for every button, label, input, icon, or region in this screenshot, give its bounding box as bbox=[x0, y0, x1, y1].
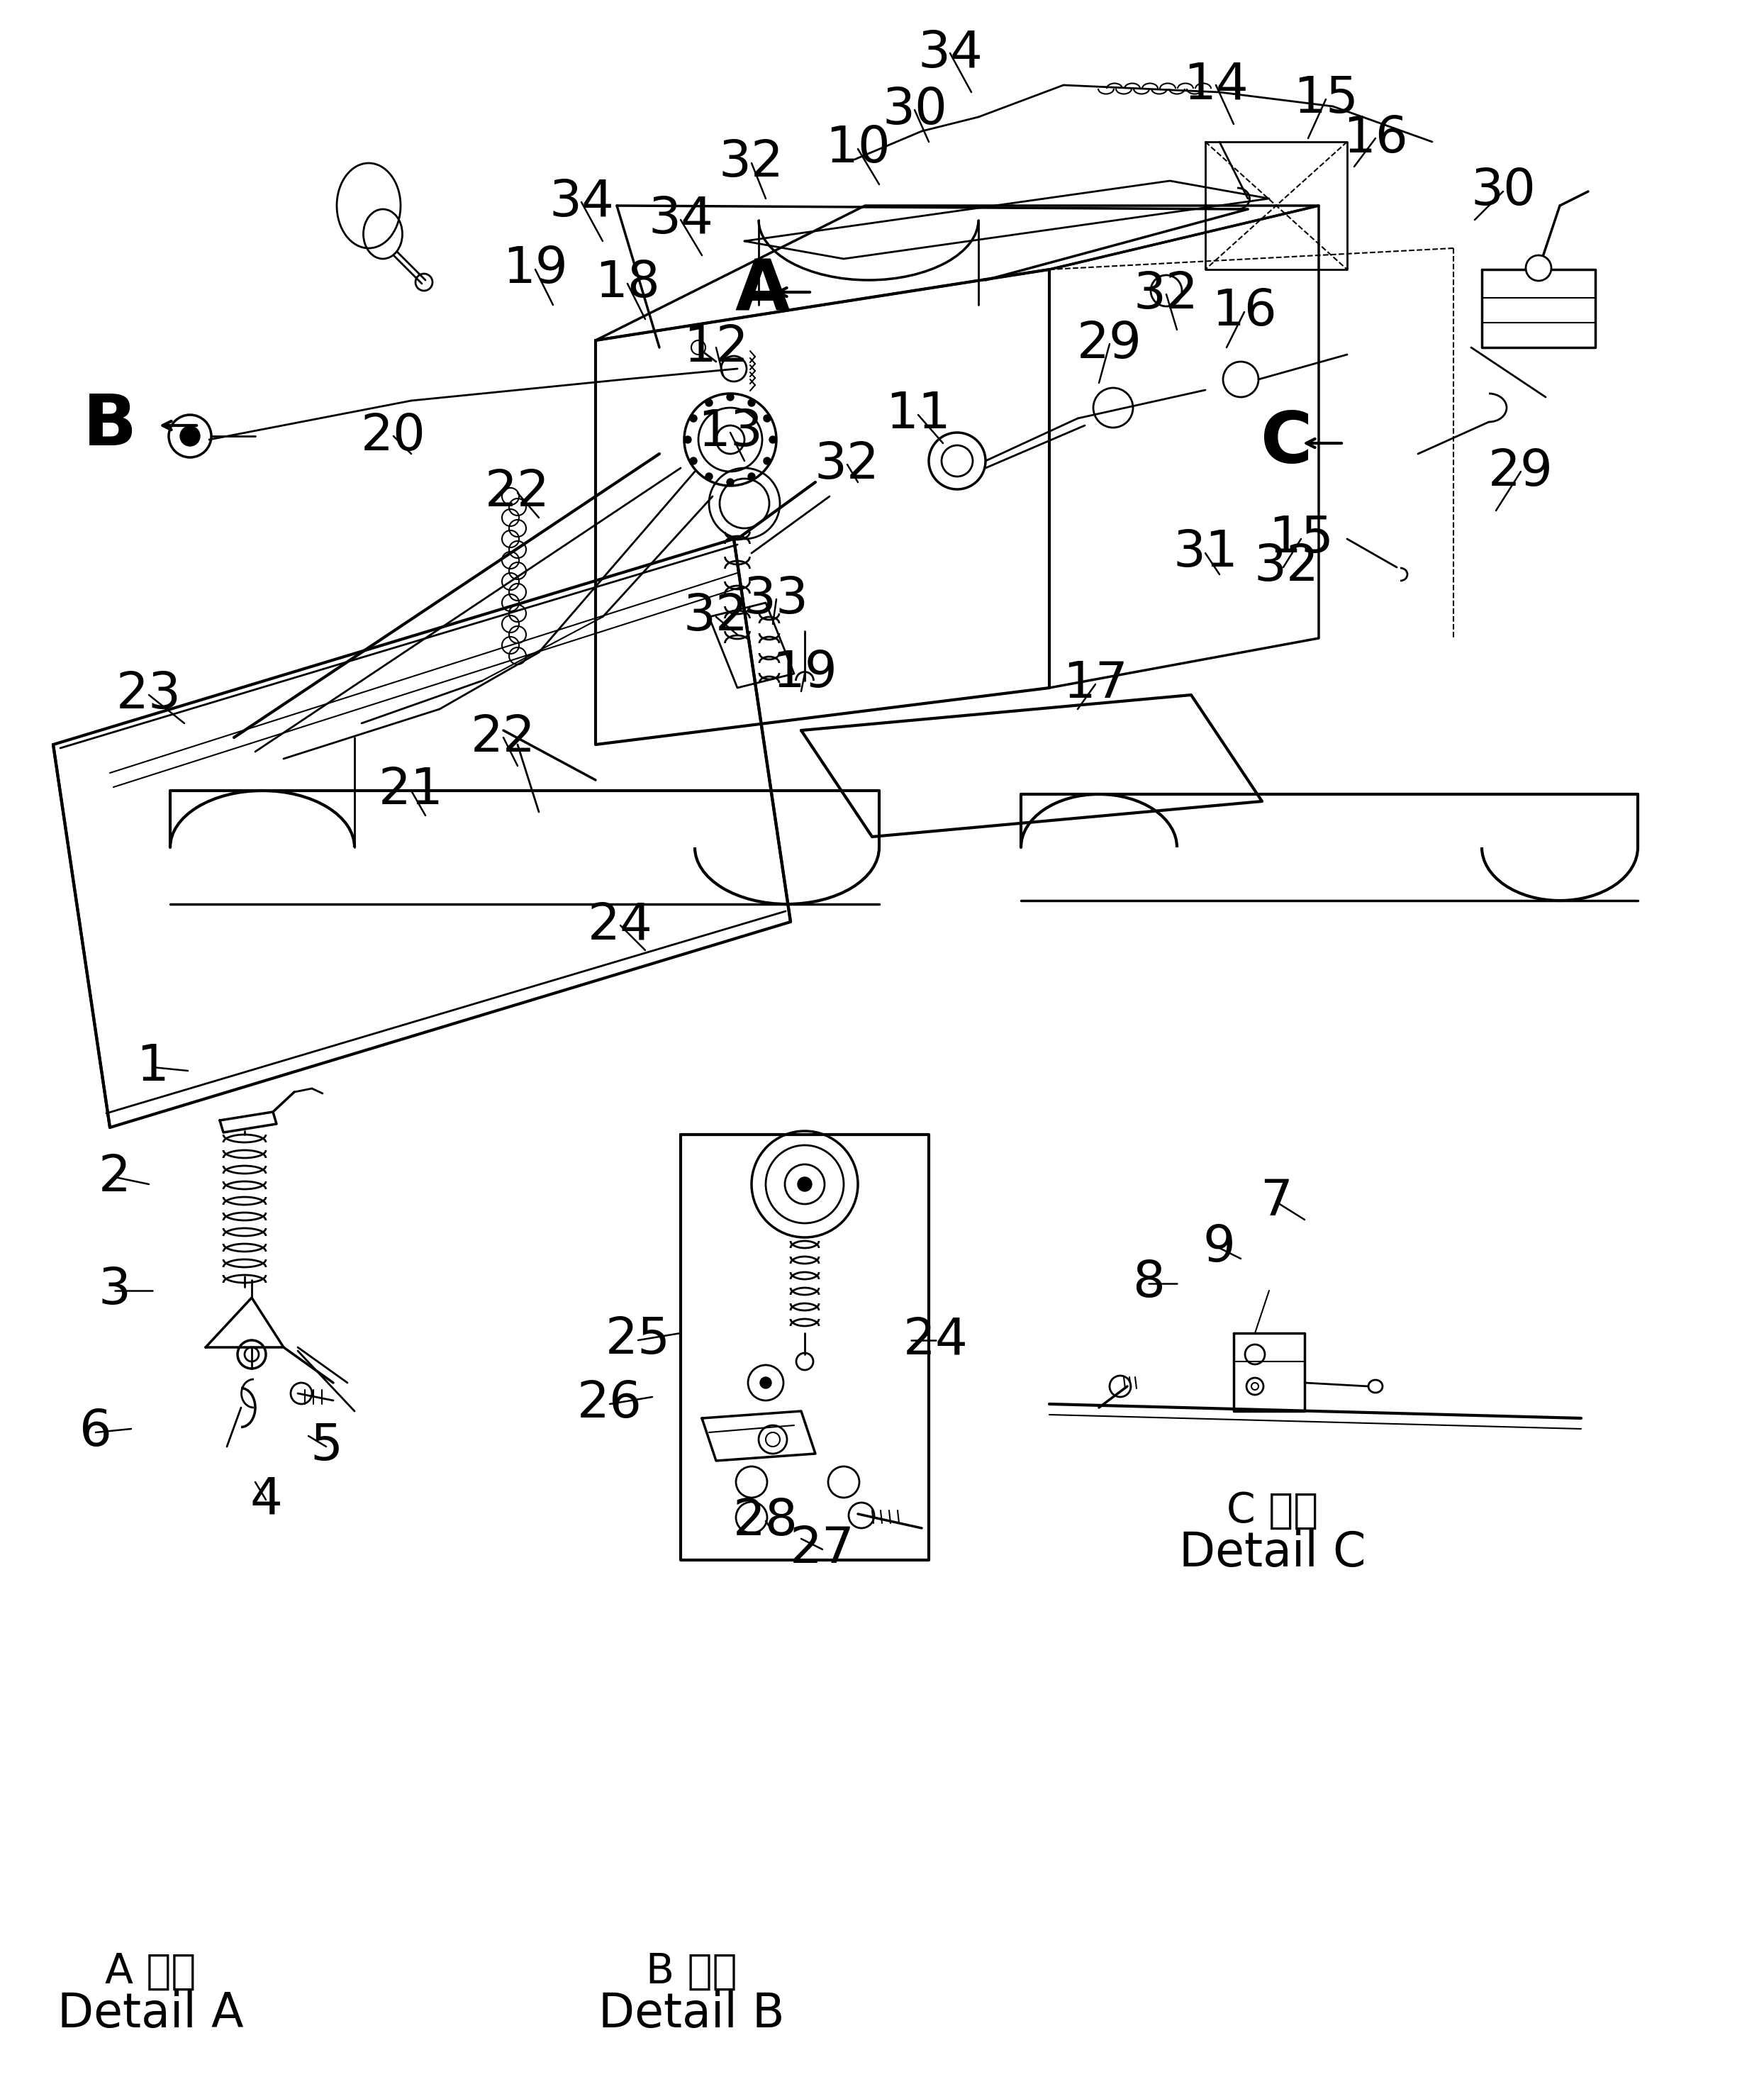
Circle shape bbox=[764, 415, 771, 421]
Circle shape bbox=[769, 436, 776, 444]
Text: 22: 22 bbox=[485, 469, 550, 517]
Text: C: C bbox=[1261, 408, 1312, 477]
Text: 5: 5 bbox=[310, 1422, 342, 1472]
Text: A: A bbox=[736, 255, 790, 325]
Text: 13: 13 bbox=[699, 408, 762, 456]
Circle shape bbox=[797, 1177, 811, 1191]
Text: 4: 4 bbox=[250, 1476, 282, 1524]
Text: 20: 20 bbox=[362, 413, 427, 461]
Text: A 詳細: A 詳細 bbox=[104, 1952, 196, 1991]
Text: 9: 9 bbox=[1203, 1223, 1237, 1273]
Text: 30: 30 bbox=[882, 86, 947, 134]
Text: 32: 32 bbox=[720, 138, 785, 188]
Text: Detail C: Detail C bbox=[1180, 1529, 1365, 1577]
Text: B: B bbox=[83, 392, 138, 461]
Text: 15: 15 bbox=[1268, 515, 1334, 563]
Circle shape bbox=[760, 1378, 771, 1388]
Text: 6: 6 bbox=[79, 1407, 111, 1457]
Text: 33: 33 bbox=[744, 574, 810, 624]
Text: 29: 29 bbox=[1078, 320, 1143, 369]
Text: 24: 24 bbox=[903, 1315, 968, 1365]
Text: 29: 29 bbox=[1489, 448, 1554, 496]
Text: 34: 34 bbox=[549, 178, 614, 226]
Text: 25: 25 bbox=[605, 1315, 670, 1365]
Text: 21: 21 bbox=[379, 766, 445, 815]
Circle shape bbox=[1526, 255, 1551, 281]
Text: Detail B: Detail B bbox=[598, 1991, 785, 2037]
Text: 1: 1 bbox=[136, 1043, 169, 1091]
Text: 22: 22 bbox=[471, 714, 536, 762]
Text: 16: 16 bbox=[1342, 113, 1408, 163]
Text: 34: 34 bbox=[647, 195, 713, 245]
Polygon shape bbox=[220, 1112, 277, 1133]
Text: 14: 14 bbox=[1184, 61, 1249, 109]
Circle shape bbox=[706, 400, 713, 406]
Text: 19: 19 bbox=[773, 649, 838, 697]
Circle shape bbox=[690, 456, 697, 465]
Circle shape bbox=[748, 400, 755, 406]
Text: 15: 15 bbox=[1293, 75, 1358, 124]
Text: 10: 10 bbox=[826, 124, 891, 174]
Circle shape bbox=[764, 456, 771, 465]
Text: 31: 31 bbox=[1173, 528, 1238, 578]
Text: 23: 23 bbox=[116, 670, 182, 720]
Text: 32: 32 bbox=[1134, 270, 1200, 318]
Circle shape bbox=[727, 394, 734, 400]
Text: 8: 8 bbox=[1132, 1258, 1164, 1309]
Text: 17: 17 bbox=[1064, 660, 1127, 708]
Text: 32: 32 bbox=[815, 440, 880, 488]
Text: 12: 12 bbox=[683, 322, 748, 373]
Text: 27: 27 bbox=[790, 1524, 856, 1575]
Text: 32: 32 bbox=[683, 593, 748, 641]
Text: B 詳細: B 詳細 bbox=[646, 1952, 737, 1991]
Circle shape bbox=[684, 436, 691, 444]
Text: 7: 7 bbox=[1259, 1177, 1293, 1227]
Circle shape bbox=[727, 480, 734, 486]
Text: 34: 34 bbox=[917, 29, 983, 77]
Text: Detail A: Detail A bbox=[56, 1991, 243, 2037]
Circle shape bbox=[748, 473, 755, 480]
Text: 3: 3 bbox=[99, 1267, 131, 1315]
Circle shape bbox=[180, 427, 199, 446]
Circle shape bbox=[706, 473, 713, 480]
Text: 26: 26 bbox=[577, 1380, 642, 1428]
Text: 28: 28 bbox=[734, 1497, 799, 1545]
Circle shape bbox=[690, 415, 697, 421]
Text: 16: 16 bbox=[1212, 287, 1277, 337]
Text: 18: 18 bbox=[594, 260, 660, 308]
Text: C 詳細: C 詳細 bbox=[1226, 1491, 1318, 1531]
Text: 11: 11 bbox=[886, 389, 951, 440]
Text: 30: 30 bbox=[1471, 168, 1536, 216]
Text: 2: 2 bbox=[99, 1152, 131, 1202]
Text: 24: 24 bbox=[587, 900, 653, 951]
Text: 19: 19 bbox=[503, 245, 568, 293]
Text: 32: 32 bbox=[1254, 542, 1319, 593]
